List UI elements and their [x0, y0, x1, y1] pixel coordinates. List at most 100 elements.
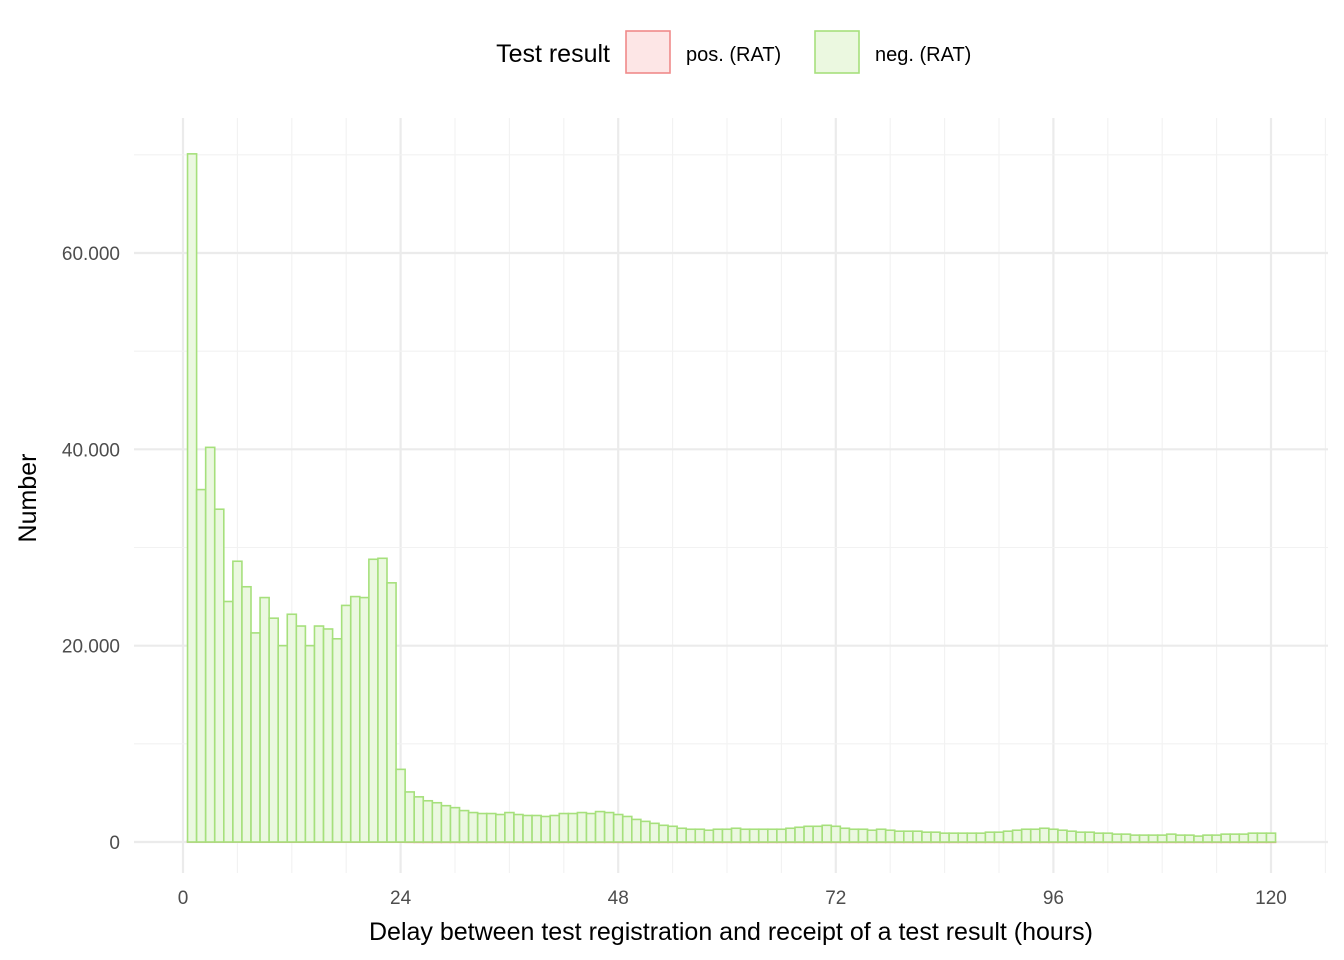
bar-neg-hour-90 — [993, 831, 1005, 843]
x-axis-title: Delay between test registration and rece… — [369, 918, 1093, 946]
bar-neg-hour-1 — [186, 153, 198, 843]
bar-neg-hour-72 — [830, 825, 842, 843]
legend-title: Test result — [496, 40, 610, 68]
bar-neg-hour-63 — [748, 828, 760, 843]
bar-neg-hour-68 — [794, 826, 805, 843]
bar-neg-hour-23 — [386, 582, 397, 843]
bar-neg-hour-91 — [1002, 830, 1014, 843]
bar-neg-hour-80 — [902, 830, 914, 843]
bar-neg-hour-108 — [1156, 834, 1168, 843]
bar-neg-hour-103 — [1111, 833, 1123, 843]
histogram-bars — [186, 153, 1277, 844]
y-tick-label: 0 — [109, 833, 120, 854]
x-tick-label: 24 — [390, 888, 412, 909]
bar-neg-hour-100 — [1084, 831, 1095, 843]
bar-neg-hour-48 — [612, 813, 624, 843]
bar-neg-hour-62 — [739, 828, 751, 843]
bar-neg-hour-55 — [676, 827, 688, 843]
bar-neg-hour-56 — [685, 828, 697, 843]
bar-neg-hour-45 — [585, 812, 597, 843]
y-axis-ticks: 0 20.000 40.000 60.000 — [62, 244, 120, 854]
bar-neg-hour-96 — [1048, 828, 1059, 843]
bar-neg-hour-111 — [1184, 834, 1195, 843]
x-axis-ticks: 0 24 48 72 96 120 — [178, 888, 1287, 909]
bar-neg-hour-67 — [785, 827, 796, 843]
bar-neg-hour-40 — [540, 815, 552, 843]
bar-neg-hour-92 — [1011, 829, 1023, 843]
bar-neg-hour-113 — [1202, 834, 1213, 843]
bar-neg-hour-115 — [1220, 833, 1231, 843]
bar-neg-hour-112 — [1193, 835, 1204, 843]
bar-neg-hour-88 — [975, 832, 987, 843]
bar-neg-hour-60 — [721, 828, 733, 843]
bar-neg-hour-120 — [1265, 832, 1277, 843]
y-tick-label: 20.000 — [62, 637, 120, 658]
bar-neg-hour-20 — [358, 596, 370, 843]
bar-neg-hour-102 — [1102, 832, 1114, 843]
bar-neg-hour-49 — [621, 815, 633, 843]
bar-neg-hour-52 — [649, 822, 660, 843]
bar-neg-hour-70 — [812, 825, 824, 843]
bar-neg-hour-38 — [522, 814, 533, 843]
bar-neg-hour-116 — [1229, 833, 1241, 843]
y-tick-label: 60.000 — [62, 244, 120, 265]
bar-neg-hour-51 — [640, 820, 651, 843]
bar-neg-hour-81 — [912, 830, 923, 843]
bar-neg-hour-104 — [1120, 833, 1132, 843]
x-tick-label: 72 — [825, 888, 846, 909]
bar-neg-hour-57 — [694, 828, 706, 843]
bar-neg-hour-24 — [395, 768, 406, 843]
x-tick-label: 0 — [178, 888, 189, 909]
bar-neg-hour-26 — [413, 796, 425, 843]
bar-neg-hour-19 — [349, 595, 361, 843]
bar-neg-hour-27 — [422, 799, 434, 843]
bar-neg-hour-117 — [1238, 833, 1250, 843]
bar-neg-hour-12 — [286, 613, 298, 843]
bar-neg-hour-33 — [476, 812, 488, 843]
bar-neg-hour-119 — [1256, 832, 1268, 843]
bar-neg-hour-42 — [558, 812, 570, 843]
bar-neg-hour-118 — [1247, 832, 1259, 843]
bar-neg-hour-66 — [776, 828, 787, 843]
bar-neg-hour-36 — [504, 811, 515, 843]
bar-neg-hour-6 — [232, 560, 243, 843]
bar-neg-hour-85 — [948, 832, 960, 843]
bar-neg-hour-77 — [875, 828, 887, 843]
bar-neg-hour-94 — [1029, 828, 1041, 843]
bar-neg-hour-35 — [494, 813, 506, 843]
bar-neg-hour-17 — [331, 637, 343, 843]
bar-neg-hour-46 — [594, 810, 606, 843]
bar-neg-hour-32 — [467, 811, 479, 843]
bar-neg-hour-79 — [893, 830, 905, 843]
bar-neg-hour-11 — [277, 644, 289, 843]
bar-neg-hour-47 — [603, 811, 615, 843]
bar-neg-hour-14 — [304, 644, 316, 843]
legend: Test result pos. (RAT) neg. (RAT) — [496, 30, 971, 74]
bar-neg-hour-29 — [440, 804, 452, 843]
bar-neg-hour-9 — [259, 596, 270, 843]
bar-neg-hour-2 — [195, 488, 207, 843]
bar-neg-hour-30 — [449, 806, 461, 843]
bar-neg-hour-54 — [667, 825, 678, 843]
bar-neg-hour-95 — [1039, 827, 1050, 843]
x-tick-label: 48 — [608, 888, 629, 909]
bar-neg-hour-84 — [939, 832, 950, 843]
bar-neg-hour-93 — [1020, 828, 1032, 843]
bar-neg-hour-22 — [377, 557, 388, 843]
bar-neg-hour-99 — [1075, 831, 1086, 843]
bar-neg-hour-76 — [866, 829, 878, 843]
legend-key-neg-rat — [814, 30, 860, 74]
x-tick-label: 96 — [1043, 888, 1064, 909]
bar-neg-hour-105 — [1129, 834, 1141, 843]
bar-neg-hour-8 — [250, 632, 261, 843]
bar-neg-hour-97 — [1057, 829, 1068, 843]
bar-neg-hour-10 — [268, 617, 279, 843]
bar-neg-hour-34 — [485, 812, 497, 843]
bar-neg-hour-4 — [213, 508, 225, 843]
bar-neg-hour-106 — [1138, 834, 1150, 843]
bar-neg-hour-107 — [1147, 834, 1159, 843]
bar-neg-hour-73 — [839, 827, 851, 843]
bar-neg-hour-16 — [322, 628, 334, 843]
legend-label-pos-rat: pos. (RAT) — [686, 44, 781, 66]
